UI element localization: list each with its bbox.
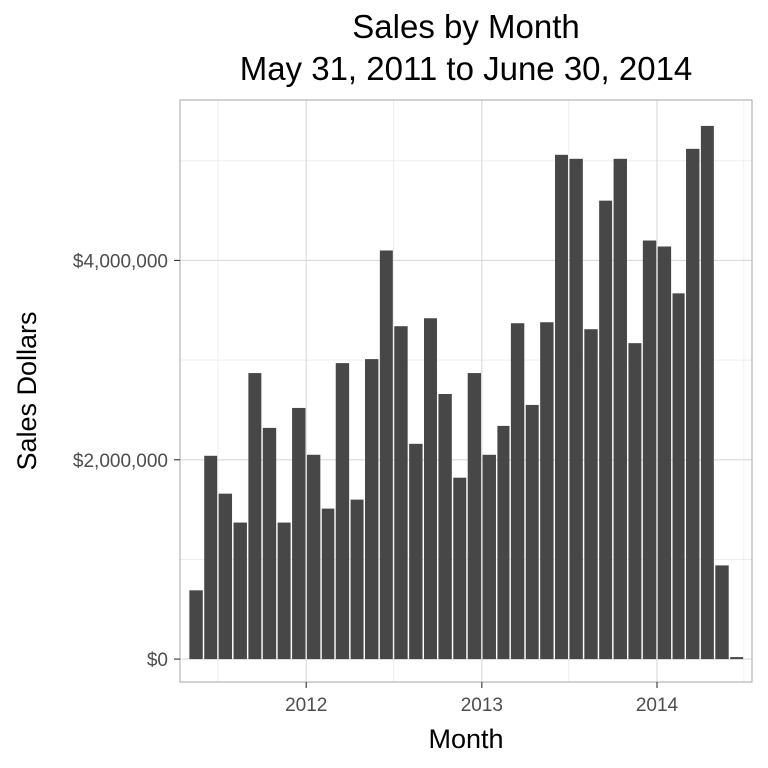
plot-panel-border [179, 99, 753, 683]
chart-subtitle: May 31, 2011 to June 30, 2014 [240, 50, 693, 87]
bar-2014-05 [715, 565, 729, 660]
bar-2012-11 [453, 477, 467, 660]
bar-2013-02 [497, 425, 510, 660]
bar-2014-02 [672, 293, 685, 660]
bar-2013-03 [510, 323, 525, 660]
bar-2011-05 [189, 590, 203, 660]
y-tick-label: $4,000,000 [73, 251, 168, 272]
bar-2012-05 [365, 359, 379, 660]
bar-2011-11 [277, 522, 291, 660]
y-tick-label: $2,000,000 [73, 451, 168, 472]
bar-2012-06 [379, 250, 393, 660]
bar-2014-01 [657, 246, 672, 660]
y-tick-label: $0 [147, 650, 168, 671]
bar-2012-02 [321, 508, 335, 660]
bars [189, 125, 744, 660]
bar-2011-07 [218, 493, 233, 660]
bar-2012-12 [467, 373, 482, 660]
bar-2012-03 [335, 363, 350, 660]
bar-2013-04 [525, 404, 539, 660]
bar-2013-08 [584, 329, 598, 660]
y-axis: $0 $2,000,000 $4,000,000 [73, 251, 180, 671]
bar-2013-09 [599, 200, 613, 660]
x-tick-label: 2013 [461, 695, 503, 716]
y-axis-title: Sales Dollars [12, 311, 42, 470]
bar-2013-07 [569, 158, 583, 660]
bar-2013-10 [613, 158, 627, 660]
bar-2011-09 [248, 373, 262, 660]
bar-2013-11 [628, 343, 642, 660]
bar-2014-06 [730, 657, 744, 660]
bar-2011-10 [262, 427, 277, 660]
chart-title: Sales by Month [352, 8, 579, 45]
bar-2014-04 [700, 125, 714, 660]
x-tick-label: 2012 [285, 695, 327, 716]
x-axis: 2012 2013 2014 [285, 682, 679, 716]
bar-2012-07 [394, 326, 408, 660]
bar-2013-01 [482, 454, 496, 660]
bar-2012-09 [424, 318, 437, 660]
bar-2013-06 [555, 154, 568, 660]
bar-2014-03 [686, 148, 700, 660]
bar-2011-06 [204, 455, 218, 660]
x-axis-title: Month [428, 724, 503, 754]
bar-2012-10 [438, 393, 452, 660]
bar-2011-12 [292, 407, 306, 660]
bar-2012-08 [409, 443, 423, 660]
bar-2012-04 [350, 499, 364, 660]
bar-2012-01 [306, 454, 321, 660]
bar-2013-05 [540, 322, 554, 660]
x-tick-label: 2014 [636, 695, 679, 716]
bar-2013-12 [642, 240, 657, 660]
bar-2011-08 [233, 522, 247, 660]
